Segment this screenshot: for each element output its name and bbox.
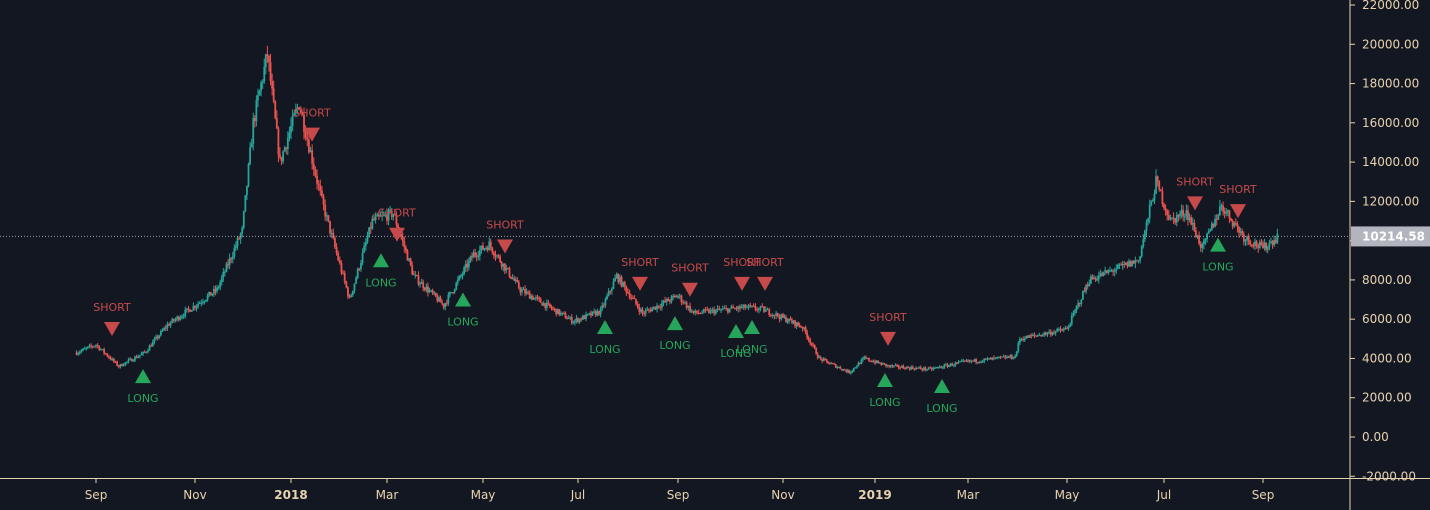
long-label: LONG [589,343,620,356]
short-signal: SHORT [621,256,659,291]
long-signal: LONG [659,316,691,352]
long-arrow-icon [135,369,151,384]
short-arrow-icon [304,127,320,142]
long-arrow-icon [744,320,760,335]
short-arrow-icon [497,239,513,254]
long-arrow-icon [667,316,683,331]
short-arrow-icon [682,282,698,297]
price-tick-label: -2000.00 [1362,469,1416,483]
long-signal: LONG [365,253,397,289]
short-label: SHORT [723,256,761,269]
short-label: SHORT [1176,175,1214,188]
long-arrow-icon [934,378,950,393]
time-tick-label: Sep [1252,488,1275,502]
short-arrow-icon [1230,204,1246,219]
short-signal: SHORT [486,219,524,254]
time-tick-label: Mar [376,488,399,502]
time-tick-label: 2019 [858,488,891,502]
short-label: SHORT [486,219,524,232]
time-tick-label: May [471,488,496,502]
price-tick-label: 16000.00 [1362,116,1419,130]
signal-markers: SHORTLONGSHORTSHORTLONGLONGSHORTLONGSHOR… [93,107,1257,415]
short-arrow-icon [632,276,648,291]
long-label: LONG [720,347,751,360]
long-label: LONG [1202,261,1233,274]
long-signal: LONG [1202,237,1234,274]
short-arrow-icon [104,322,120,336]
price-tick-label: 6000.00 [1362,312,1412,326]
short-arrow-icon [734,276,750,291]
price-axis[interactable]: 22000.00 20000.00 18000.00 16000.00 14000.00… [1350,0,1419,483]
short-signal: SHORT [293,107,331,142]
price-tick-label: 20000.00 [1362,37,1419,51]
long-arrow-icon [877,373,893,388]
long-signal: LONG [926,378,958,415]
price-tick-label: 0.00 [1362,430,1389,444]
short-signal: SHORT [746,256,784,291]
short-label: SHORT [621,256,659,269]
time-tick-label: 2018 [274,488,307,502]
short-signal: SHORT [93,301,131,336]
short-signal: SHORT [1219,183,1257,219]
short-signal: SHORT [723,256,761,291]
long-label: LONG [127,392,158,405]
short-signal: SHORT [671,262,709,297]
price-tick-label: 8000.00 [1362,273,1412,287]
price-tick-label: 2000.00 [1362,391,1412,405]
short-label: SHORT [93,301,131,314]
long-arrow-icon [728,323,744,338]
short-label: SHORT [1219,183,1257,196]
price-tick-label: 12000.00 [1362,194,1419,208]
long-arrow-icon [597,320,613,335]
long-label: LONG [659,339,690,352]
short-label: SHORT [293,107,331,120]
short-arrow-icon [880,331,896,346]
price-tick-label: 4000.00 [1362,351,1412,365]
price-tick-label: 22000.00 [1362,0,1419,12]
time-tick-label: Sep [667,488,690,502]
candlestick-series [75,45,1279,375]
current-price-tag: 10214.58 [1351,226,1430,247]
short-arrow-icon [389,227,405,242]
short-arrow-icon [1187,196,1203,211]
short-label: SHORT [746,256,784,269]
short-label: SHORT [671,262,709,275]
time-tick-label: Jul [1156,488,1171,502]
long-signal: LONG [720,323,752,360]
current-price-label: 10214.58 [1362,229,1425,243]
long-label: LONG [736,343,767,356]
short-arrow-icon [757,276,773,291]
long-signal: LONG [736,320,768,356]
long-label: LONG [365,276,396,289]
time-axis[interactable]: Sep Nov 2018 Mar May Jul Sep Nov 2019 Mar May Jul Se… [85,479,1275,502]
price-tick-label: 14000.00 [1362,155,1419,169]
long-label: LONG [869,396,900,409]
long-signal: LONG [589,320,621,356]
price-tick-label: 18000.00 [1362,77,1419,91]
long-signal: LONG [127,369,159,405]
time-tick-label: Sep [85,488,108,502]
long-label: LONG [447,316,478,329]
short-signal: SHORT [378,207,416,242]
long-arrow-icon [455,292,471,307]
time-tick-label: May [1055,488,1080,502]
long-signal: LONG [869,373,901,409]
short-label: SHORT [869,311,907,324]
long-label: LONG [926,402,957,415]
long-arrow-icon [1210,237,1226,252]
time-tick-label: Nov [183,488,206,502]
short-label: SHORT [378,207,416,220]
long-signal: LONG [447,292,479,329]
time-tick-label: Nov [771,488,794,502]
short-signal: SHORT [1176,175,1214,211]
long-arrow-icon [373,253,389,268]
time-tick-label: Mar [957,488,980,502]
time-tick-label: Jul [570,488,585,502]
short-signal: SHORT [869,311,907,346]
